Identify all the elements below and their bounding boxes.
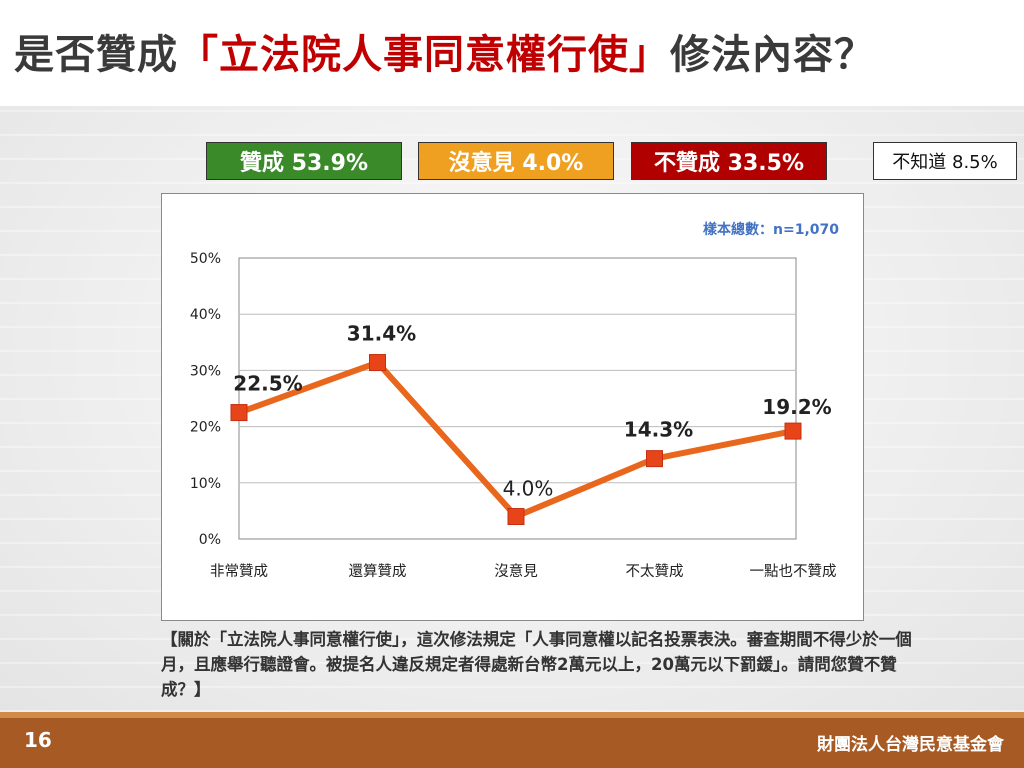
x-category-label: 不太贊成 <box>626 563 684 580</box>
x-category-label: 還算贊成 <box>349 563 407 580</box>
summary-unknown-box: 不知道 8.5% <box>873 142 1017 180</box>
y-tick-label: 30% <box>190 363 221 379</box>
title-tail: 修法內容？ <box>670 32 875 78</box>
x-category-label: 沒意見 <box>494 562 538 580</box>
data-point <box>507 508 525 526</box>
y-tick-label: 20% <box>190 420 221 436</box>
y-tick-label: 50% <box>190 251 221 267</box>
x-category-label: 非常贊成 <box>210 563 268 580</box>
footer-bar <box>0 712 1024 768</box>
data-label: 19.2% <box>762 395 831 419</box>
data-point <box>784 422 802 440</box>
data-label: 31.4% <box>347 322 416 346</box>
line-chart: 0% 10% 20% 30% 40% 50% 非常贊成 還算贊成 沒意見 不太贊成 一點也不贊成 22… <box>161 193 864 621</box>
chart-svg: 0% 10% 20% 30% 40% 50% 非常贊成 還算贊成 沒意見 不太贊成 一點也不贊成 22… <box>190 221 839 580</box>
summary-disagree-box: 不贊成 33.5% <box>631 142 827 180</box>
page-title: 是否贊成「立法院人事同意權行使」修法內容？ <box>14 22 875 80</box>
title-highlight: 「立法院人事同意權行使」 <box>178 32 670 78</box>
summary-neutral-box: 沒意見 4.0% <box>418 142 614 180</box>
data-label: 22.5% <box>233 372 302 396</box>
organization-name: 財團法人台灣民意基金會 <box>817 735 1004 755</box>
data-label: 14.3% <box>624 418 693 442</box>
plot-area <box>238 257 797 540</box>
data-label: 4.0% <box>503 477 554 501</box>
question-note: 【關於「立法院人事同意權行使」，這次修法規定「人事同意權以記名投票表決。審查期間… <box>161 630 912 699</box>
sample-size-note: 樣本總數：n=1,070 <box>703 221 839 238</box>
data-point <box>230 404 248 422</box>
y-tick-label: 40% <box>190 307 221 323</box>
data-point <box>369 354 386 372</box>
x-category-label: 一點也不贊成 <box>750 563 837 580</box>
y-tick-label: 10% <box>190 476 221 492</box>
data-point <box>646 450 663 468</box>
summary-agree-box: 贊成 53.9% <box>206 142 402 180</box>
page-number: 16 <box>24 728 52 752</box>
title-main: 是否贊成 <box>14 32 178 78</box>
y-tick-label: 0% <box>199 532 221 548</box>
